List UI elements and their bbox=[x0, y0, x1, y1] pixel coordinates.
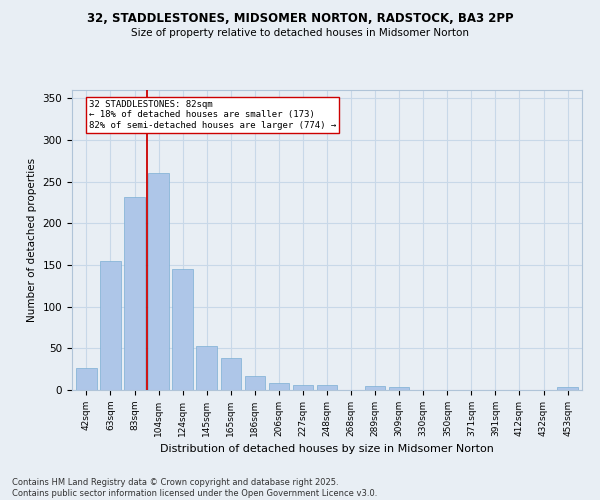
Bar bbox=[557, 386, 578, 390]
Bar bbox=[148, 174, 169, 390]
Y-axis label: Number of detached properties: Number of detached properties bbox=[27, 158, 37, 322]
Bar bbox=[293, 385, 313, 390]
Text: Contains HM Land Registry data © Crown copyright and database right 2025.
Contai: Contains HM Land Registry data © Crown c… bbox=[12, 478, 377, 498]
Bar bbox=[172, 269, 193, 390]
Bar bbox=[196, 346, 217, 390]
Bar bbox=[389, 386, 409, 390]
Bar bbox=[124, 196, 145, 390]
Bar bbox=[269, 382, 289, 390]
Text: 32 STADDLESTONES: 82sqm
← 18% of detached houses are smaller (173)
82% of semi-d: 32 STADDLESTONES: 82sqm ← 18% of detache… bbox=[89, 100, 336, 130]
Bar bbox=[100, 261, 121, 390]
Bar bbox=[317, 385, 337, 390]
Bar bbox=[221, 358, 241, 390]
Text: Size of property relative to detached houses in Midsomer Norton: Size of property relative to detached ho… bbox=[131, 28, 469, 38]
Bar bbox=[76, 368, 97, 390]
Text: 32, STADDLESTONES, MIDSOMER NORTON, RADSTOCK, BA3 2PP: 32, STADDLESTONES, MIDSOMER NORTON, RADS… bbox=[86, 12, 514, 26]
X-axis label: Distribution of detached houses by size in Midsomer Norton: Distribution of detached houses by size … bbox=[160, 444, 494, 454]
Bar bbox=[365, 386, 385, 390]
Bar bbox=[245, 376, 265, 390]
